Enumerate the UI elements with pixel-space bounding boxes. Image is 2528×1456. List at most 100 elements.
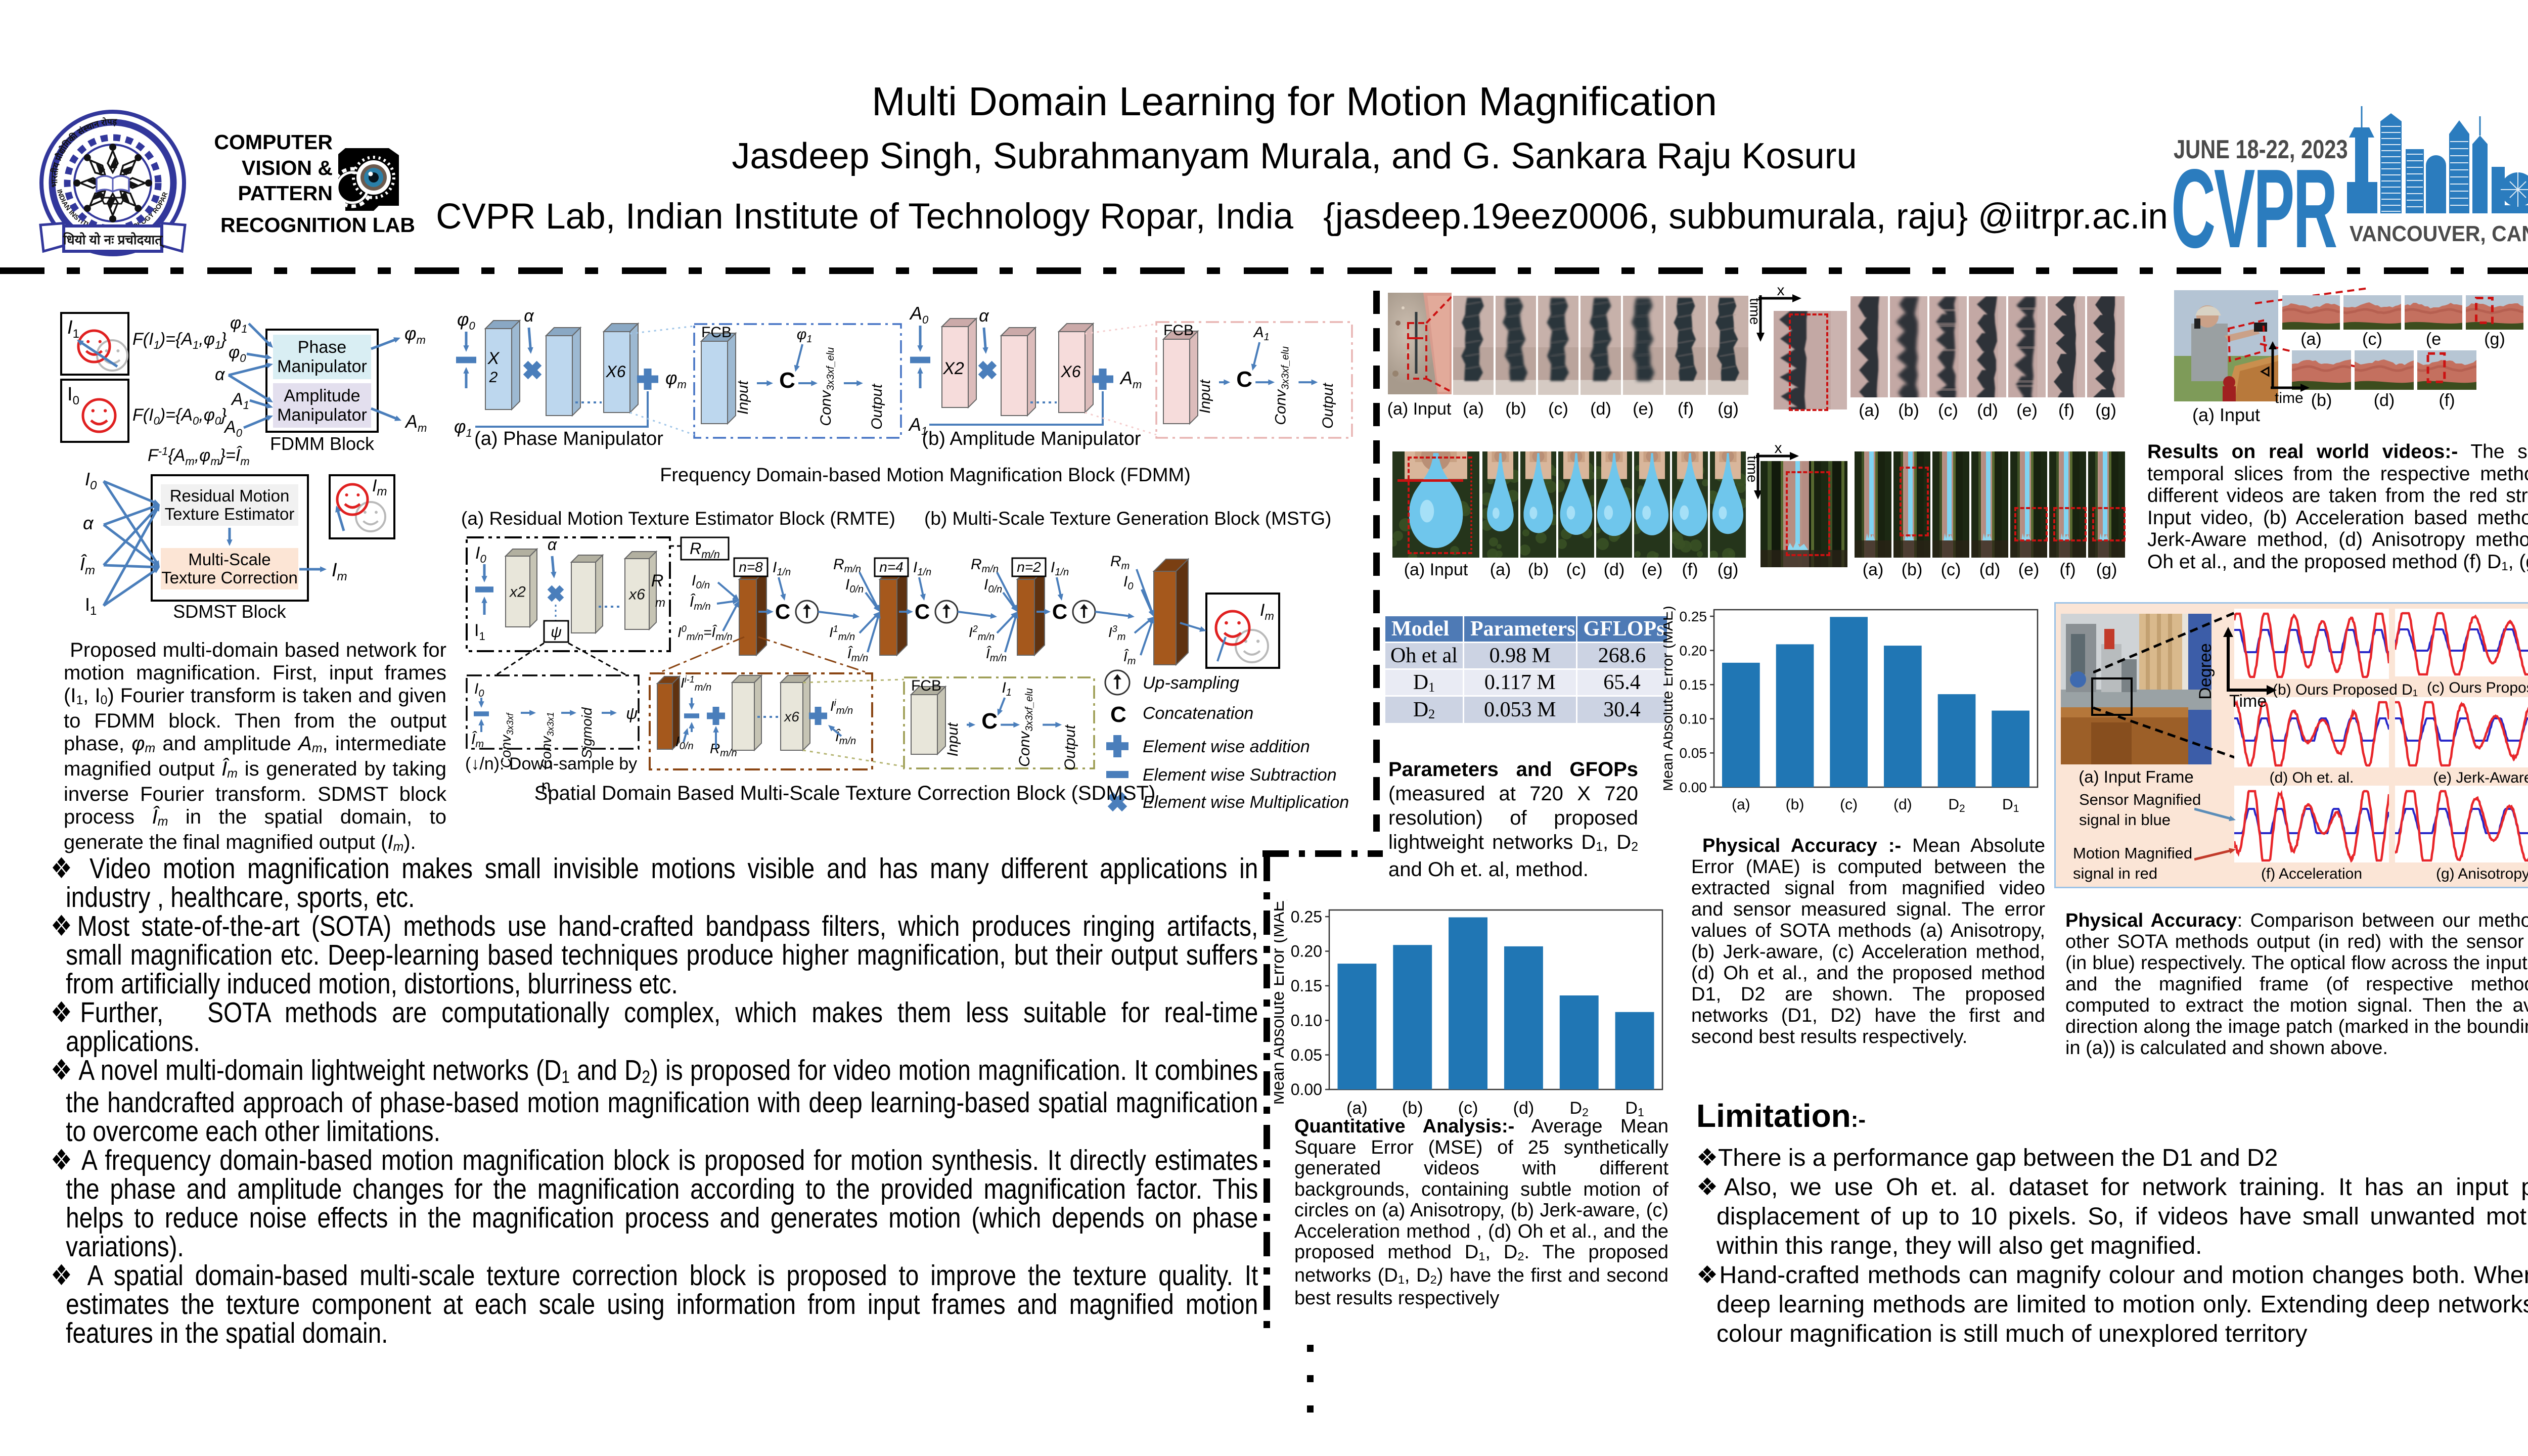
svg-text:Rm/n: Rm/n (971, 556, 999, 575)
svg-text:Phase: Phase (298, 338, 346, 357)
svg-text:C: C (779, 368, 795, 393)
svg-text:φ0: φ0 (229, 343, 246, 365)
svg-text:Îm/n: Îm/n (690, 594, 711, 612)
svg-text:SDMST Block: SDMST Block (173, 601, 286, 622)
svg-text:Mean Absolute Error (MAE): Mean Absolute Error (MAE) (1663, 606, 1676, 791)
svg-text:ψ: ψ (626, 704, 638, 722)
svg-text:I1/n: I1/n (913, 559, 931, 578)
svg-text:φm: φm (665, 368, 687, 391)
svg-text:α: α (979, 306, 989, 326)
svg-text:Output: Output (1062, 724, 1078, 770)
svg-text:Rm: Rm (1110, 553, 1130, 572)
svg-text:(a) Residual Motion Texture Es: (a) Residual Motion Texture Estimator Bl… (461, 508, 895, 529)
svg-text:D1: D1 (1625, 1099, 1644, 1119)
svg-text:Frequency Domain-based Motion: Frequency Domain-based Motion Magnificat… (660, 465, 1191, 486)
svg-text:D1: D1 (2002, 796, 2019, 814)
svg-text:0.25: 0.25 (1291, 907, 1322, 926)
svg-text:α: α (83, 513, 94, 533)
svg-text:x: x (1777, 287, 1785, 299)
svg-text:Mean Absolute Error (MAE): Mean Absolute Error (MAE) (1274, 900, 1288, 1105)
svg-text:α: α (215, 365, 225, 384)
svg-text:0.10: 0.10 (1680, 711, 1707, 727)
svg-text:I1: I1 (1002, 679, 1011, 698)
svg-text:R: R (651, 571, 664, 590)
svg-text:x2: x2 (509, 584, 526, 601)
svg-text:Texture Correction: Texture Correction (161, 568, 298, 587)
svg-text:Conv3x3xf: Conv3x3xf (498, 712, 515, 768)
svg-text:0.15: 0.15 (1680, 677, 1707, 693)
svg-text:Manipulator: Manipulator (277, 357, 367, 376)
svg-text:Multi-Scale: Multi-Scale (188, 550, 270, 569)
svg-text:I1: I1 (67, 317, 79, 341)
svg-text:A0: A0 (909, 303, 929, 326)
svg-text:Spatial Domain Based Multi-Sca: Spatial Domain Based Multi-Scale Texture… (534, 782, 1156, 804)
svg-text:Input: Input (735, 380, 751, 414)
svg-text:x: x (1775, 445, 1782, 457)
svg-text:Up-sampling: Up-sampling (1143, 673, 1239, 693)
svg-text:X6: X6 (605, 362, 625, 381)
svg-text:Texture Estimator: Texture Estimator (165, 505, 295, 523)
svg-text:FCB: FCB (701, 324, 732, 341)
svg-text:(b) Amplitude Manipulator: (b) Amplitude Manipulator (922, 428, 1141, 449)
svg-text:Am: Am (404, 411, 427, 434)
svg-text:0.15: 0.15 (1291, 977, 1322, 995)
svg-text:Îm: Îm (1123, 649, 1136, 667)
svg-text:A1: A1 (1253, 324, 1270, 343)
svg-text:Concatenation: Concatenation (1143, 704, 1253, 723)
svg-text:(a): (a) (1346, 1099, 1368, 1118)
svg-text:Rm/n: Rm/n (833, 556, 861, 575)
svg-text:(a) Phase Manipulator: (a) Phase Manipulator (474, 428, 663, 449)
svg-text:φ1: φ1 (230, 313, 247, 335)
svg-text:(a): (a) (1732, 796, 1750, 813)
svg-text:Residual Motion: Residual Motion (170, 486, 290, 505)
svg-text:Output: Output (869, 383, 885, 430)
svg-text:I0: I0 (1123, 573, 1133, 592)
svg-text:(c): (c) (1840, 796, 1858, 813)
svg-text:Conv3x3xf_elu: Conv3x3xf_elu (818, 347, 836, 426)
svg-text:Element wise addition: Element wise addition (1143, 737, 1310, 756)
svg-text:Im: Im (332, 560, 347, 583)
svg-text:0.25: 0.25 (1680, 609, 1707, 624)
svg-text:FCB: FCB (911, 677, 941, 694)
svg-text:Input: Input (1197, 379, 1213, 413)
svg-text:Conv3x3xf_elu: Conv3x3xf_elu (1272, 346, 1291, 425)
svg-text:Îm: Îm (80, 554, 95, 577)
svg-text:Îm: Îm (471, 731, 484, 750)
svg-text:n=8: n=8 (739, 559, 763, 575)
svg-text:C: C (775, 600, 790, 623)
svg-text:I0: I0 (474, 680, 484, 699)
svg-text:I3m: I3m (1108, 624, 1125, 643)
svg-text:(b): (b) (1786, 796, 1804, 813)
svg-text:Input: Input (944, 722, 961, 756)
svg-text:0.05: 0.05 (1291, 1046, 1322, 1064)
svg-text:A1: A1 (908, 414, 927, 437)
svg-text:(d): (d) (1893, 796, 1912, 813)
svg-text:n=2: n=2 (1017, 559, 1041, 575)
svg-text:n: n (541, 777, 551, 796)
svg-text:n=4: n=4 (879, 559, 904, 575)
svg-text:Iim/n: Iim/n (830, 698, 853, 716)
svg-text:I1/n: I1/n (1051, 559, 1069, 578)
svg-text:φ0: φ0 (457, 309, 475, 332)
svg-text:Conv3x3xf_elu: Conv3x3xf_elu (1016, 688, 1035, 767)
svg-text:(b) Multi-Scale Texture Gener: (b) Multi-Scale Texture Generation Block… (924, 508, 1331, 529)
svg-text:I1m/n: I1m/n (829, 624, 855, 643)
svg-text:φm: φm (404, 323, 426, 346)
svg-text:time: time (2275, 390, 2304, 406)
svg-text:C: C (1110, 702, 1126, 727)
svg-text:C: C (915, 600, 930, 623)
svg-text:0.00: 0.00 (1291, 1080, 1322, 1099)
svg-text:Output: Output (1320, 382, 1336, 429)
svg-text:FDMM Block: FDMM Block (270, 433, 375, 454)
svg-text:धियो यो नः प्रचोदयात्: धियो यो नः प्रचोदयात् (63, 232, 165, 248)
svg-text:ψ: ψ (551, 624, 562, 641)
svg-text:Am: Am (1119, 368, 1142, 391)
svg-text:Time: Time (2229, 692, 2267, 711)
svg-text:I1: I1 (85, 594, 97, 618)
svg-text:Îm/n: Îm/n (847, 646, 868, 664)
svg-text:I2m/n: I2m/n (969, 624, 995, 643)
svg-text:Element wise Multiplication: Element wise Multiplication (1143, 793, 1349, 812)
svg-text:Amplitude: Amplitude (284, 386, 360, 405)
svg-text:I0: I0 (85, 469, 97, 492)
svg-text:I0m/n=Îm/n: I0m/n=Îm/n (678, 624, 733, 643)
